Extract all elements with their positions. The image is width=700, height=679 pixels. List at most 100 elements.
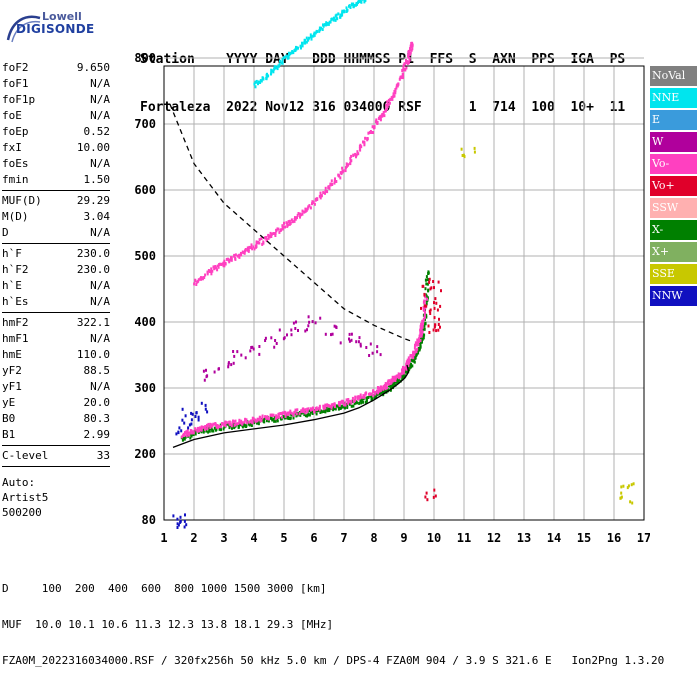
echo-mark	[226, 421, 228, 424]
echo-mark	[267, 234, 269, 237]
echo-mark	[211, 270, 213, 273]
echo-mark	[287, 413, 289, 416]
x-tick-label: 8	[370, 531, 377, 545]
echo-mark	[319, 317, 321, 320]
echo-mark	[434, 316, 436, 319]
x-tick-label: 2	[190, 531, 197, 545]
echo-mark	[370, 343, 372, 346]
echo-mark	[341, 167, 343, 170]
echo-mark	[368, 354, 370, 357]
echo-mark	[238, 426, 240, 429]
y-tick-label: 700	[134, 117, 156, 131]
echo-mark	[428, 325, 430, 328]
echo-mark	[427, 289, 429, 292]
echo-mark	[203, 276, 205, 279]
echo-mark	[176, 518, 178, 521]
echo-mark	[290, 329, 292, 332]
echo-mark	[366, 137, 368, 140]
echo-mark	[259, 238, 261, 241]
echo-mark	[374, 125, 376, 128]
echo-mark	[267, 74, 269, 77]
echo-mark	[425, 282, 427, 285]
y-tick-label: 80	[142, 513, 156, 527]
profile-line	[173, 365, 409, 448]
echo-mark	[438, 281, 440, 284]
legend-item-nnw: NNW	[650, 286, 697, 306]
echo-mark	[276, 342, 278, 345]
echo-mark	[393, 376, 395, 379]
echo-mark	[262, 78, 264, 81]
echo-mark	[208, 269, 210, 272]
echo-mark	[206, 374, 208, 377]
echo-mark	[324, 406, 326, 409]
echo-mark	[439, 305, 441, 308]
echo-mark	[256, 240, 258, 243]
echo-mark	[434, 323, 436, 326]
echo-mark	[350, 6, 352, 9]
echo-mark	[423, 336, 425, 339]
echo-mark	[231, 421, 233, 424]
echo-mark	[360, 343, 362, 346]
echo-mark	[232, 350, 234, 353]
echo-mark	[336, 17, 338, 20]
echo-mark	[419, 335, 421, 338]
echo-mark	[308, 315, 310, 318]
echo-mark	[258, 242, 260, 245]
echo-mark	[244, 252, 246, 255]
echo-mark	[248, 246, 250, 249]
echo-mark	[307, 414, 309, 417]
echo-mark	[283, 226, 285, 229]
echo-mark	[321, 410, 323, 413]
echo-mark	[185, 414, 187, 417]
echo-mark	[358, 402, 360, 405]
echo-mark	[308, 321, 310, 324]
echo-mark	[187, 429, 189, 432]
echo-mark	[316, 408, 318, 411]
footer-file-info: FZA0M_2022316034000.RSF / 320fx256h 50 k…	[2, 655, 664, 667]
echo-mark	[180, 516, 182, 519]
echo-mark	[474, 147, 476, 150]
echo-mark	[364, 0, 366, 2]
echo-mark	[177, 522, 179, 525]
echo-mark	[315, 321, 317, 324]
echo-mark	[245, 249, 247, 252]
echo-mark	[214, 422, 216, 425]
echo-mark	[231, 424, 233, 427]
echo-mark	[433, 496, 435, 499]
echo-mark	[410, 42, 412, 45]
legend-item-sse: SSE	[650, 264, 697, 284]
echo-mark	[354, 396, 356, 399]
echo-mark	[349, 333, 351, 336]
echo-mark	[429, 287, 431, 290]
echo-mark	[295, 321, 297, 324]
echo-mark	[353, 4, 355, 7]
echo-mark	[313, 410, 315, 413]
echo-mark	[350, 159, 352, 162]
echo-mark	[332, 333, 334, 336]
echo-mark	[424, 322, 426, 325]
echo-mark	[274, 232, 276, 235]
echo-mark	[259, 81, 261, 84]
echo-mark	[273, 414, 275, 417]
echo-mark	[310, 35, 312, 38]
echo-mark	[620, 485, 622, 488]
echo-mark	[289, 410, 291, 413]
echo-mark	[236, 350, 238, 353]
echo-mark	[356, 401, 358, 404]
echo-mark	[265, 337, 267, 340]
legend-item-x: X-	[650, 220, 697, 240]
echo-mark	[345, 169, 347, 172]
echo-mark	[411, 364, 413, 367]
echo-mark	[190, 423, 192, 426]
echo-mark	[342, 400, 344, 403]
echo-mark	[296, 216, 298, 219]
echo-mark	[281, 416, 283, 419]
echo-mark	[428, 272, 430, 275]
echo-mark	[290, 417, 292, 420]
echo-mark	[319, 406, 321, 409]
echo-mark	[281, 60, 283, 63]
echo-mark	[195, 433, 197, 436]
x-tick-label: 12	[487, 531, 501, 545]
echo-mark	[322, 28, 324, 31]
